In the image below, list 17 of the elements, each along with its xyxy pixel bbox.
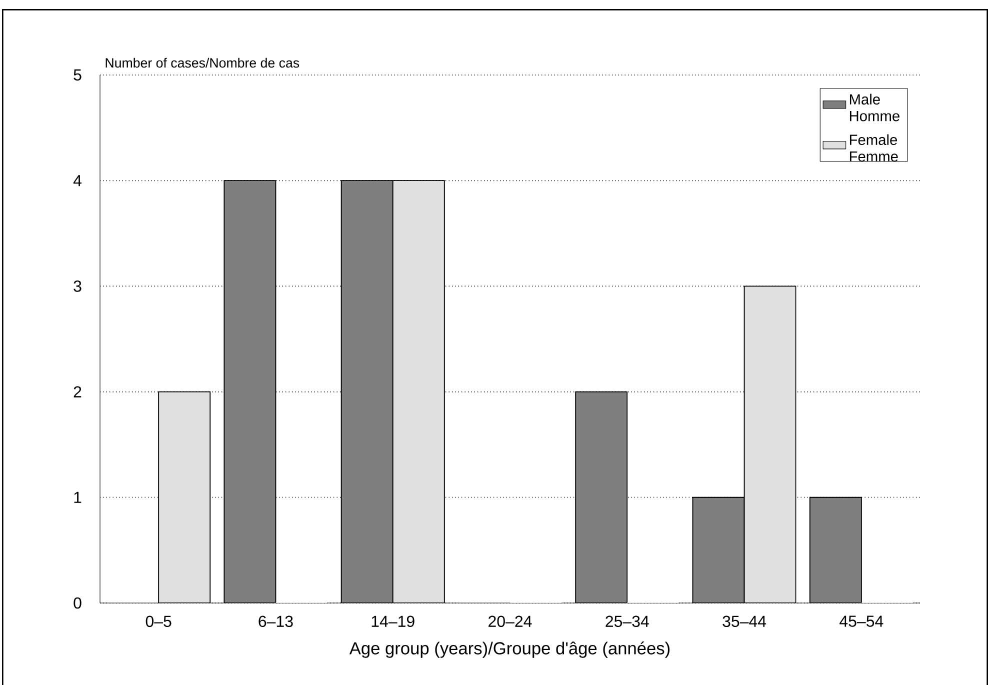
x-tick-label: 45–54 — [840, 616, 884, 627]
y-tick-label: 3 — [74, 280, 82, 292]
x-axis-title: Age group (years)/Groupe d'âge (années) — [349, 642, 670, 658]
legend-label: Female Femme — [850, 134, 898, 162]
y-tick-label: 5 — [74, 69, 82, 81]
y-tick-label: 2 — [74, 386, 82, 398]
y-tick-label: 4 — [73, 175, 82, 186]
legend-label: Male Homme — [850, 94, 900, 122]
x-tick-label: 35–44 — [722, 616, 766, 628]
y-tick-label: 1 — [74, 492, 82, 503]
x-tick-label: 6–13 — [258, 616, 293, 628]
x-tick-label: 20–24 — [488, 616, 532, 628]
x-tick-label: 0–5 — [146, 616, 172, 628]
y-tick-label: 0 — [74, 597, 82, 609]
x-tick-label: 14–19 — [372, 616, 414, 628]
x-tick-label: 25–34 — [606, 616, 649, 628]
y-axis-title: Number of cases/Nombre de cas — [106, 58, 300, 68]
